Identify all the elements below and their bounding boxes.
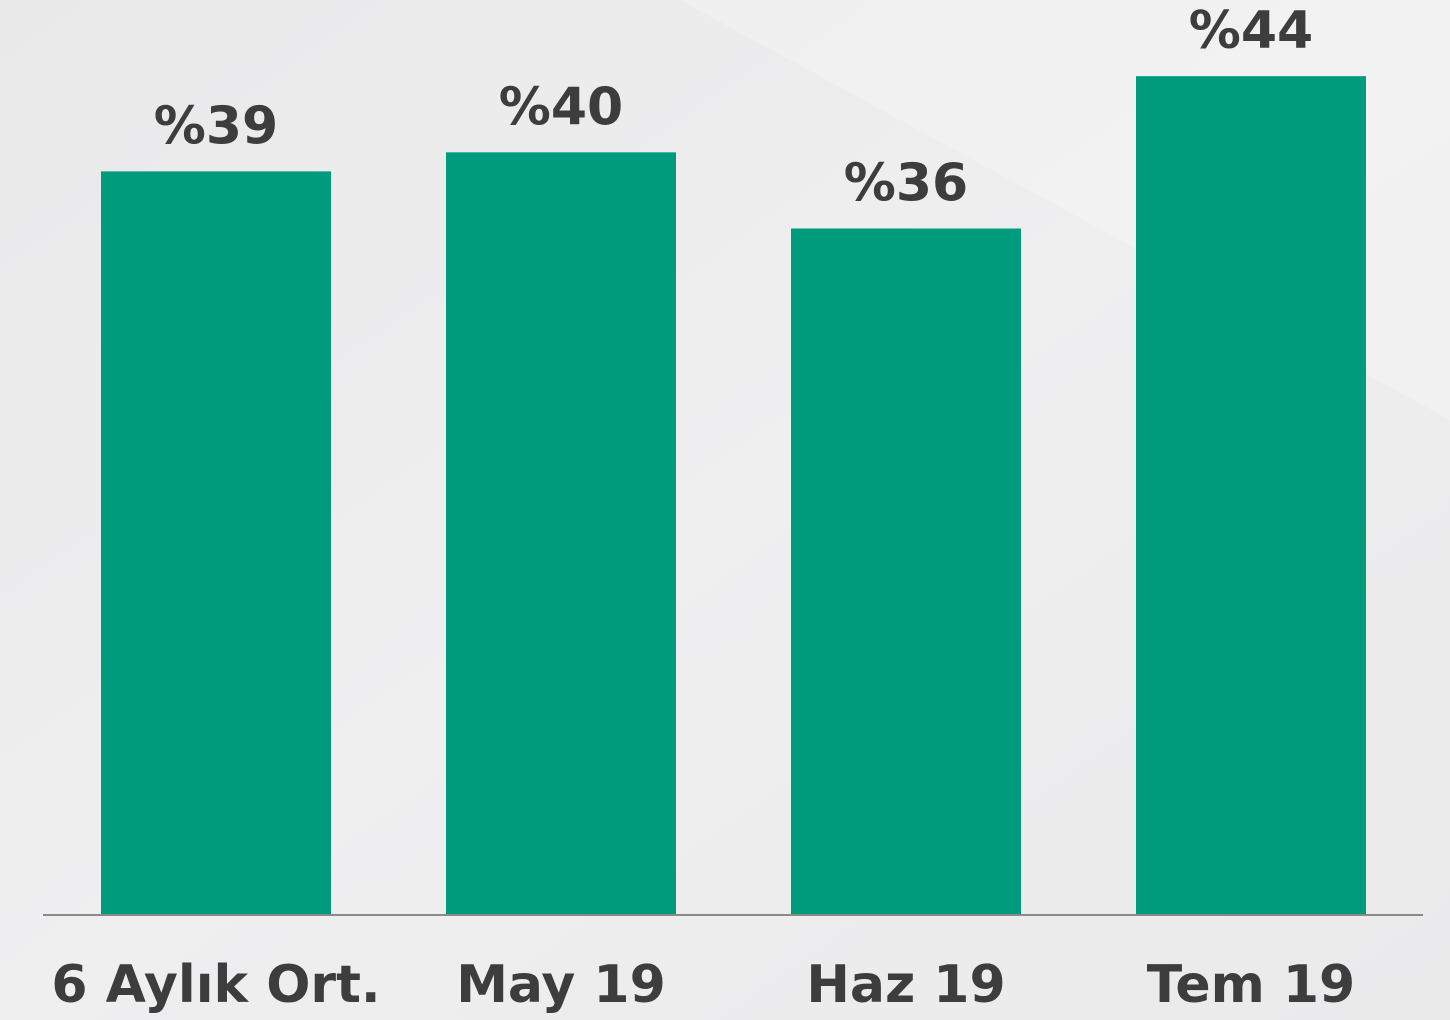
- bar: [446, 152, 676, 915]
- value-label: %39: [154, 96, 278, 156]
- x-tick-label: May 19: [456, 955, 666, 1015]
- value-label: %44: [1189, 1, 1313, 61]
- bar: [791, 228, 1021, 914]
- x-tick-label: 6 Aylık Ort.: [51, 955, 380, 1015]
- bar: [101, 171, 331, 914]
- x-tick-label: Tem 19: [1147, 955, 1355, 1015]
- value-label: %40: [499, 77, 623, 137]
- x-tick-label: Haz 19: [806, 955, 1005, 1015]
- bar: [1136, 76, 1366, 914]
- value-label: %36: [844, 154, 968, 214]
